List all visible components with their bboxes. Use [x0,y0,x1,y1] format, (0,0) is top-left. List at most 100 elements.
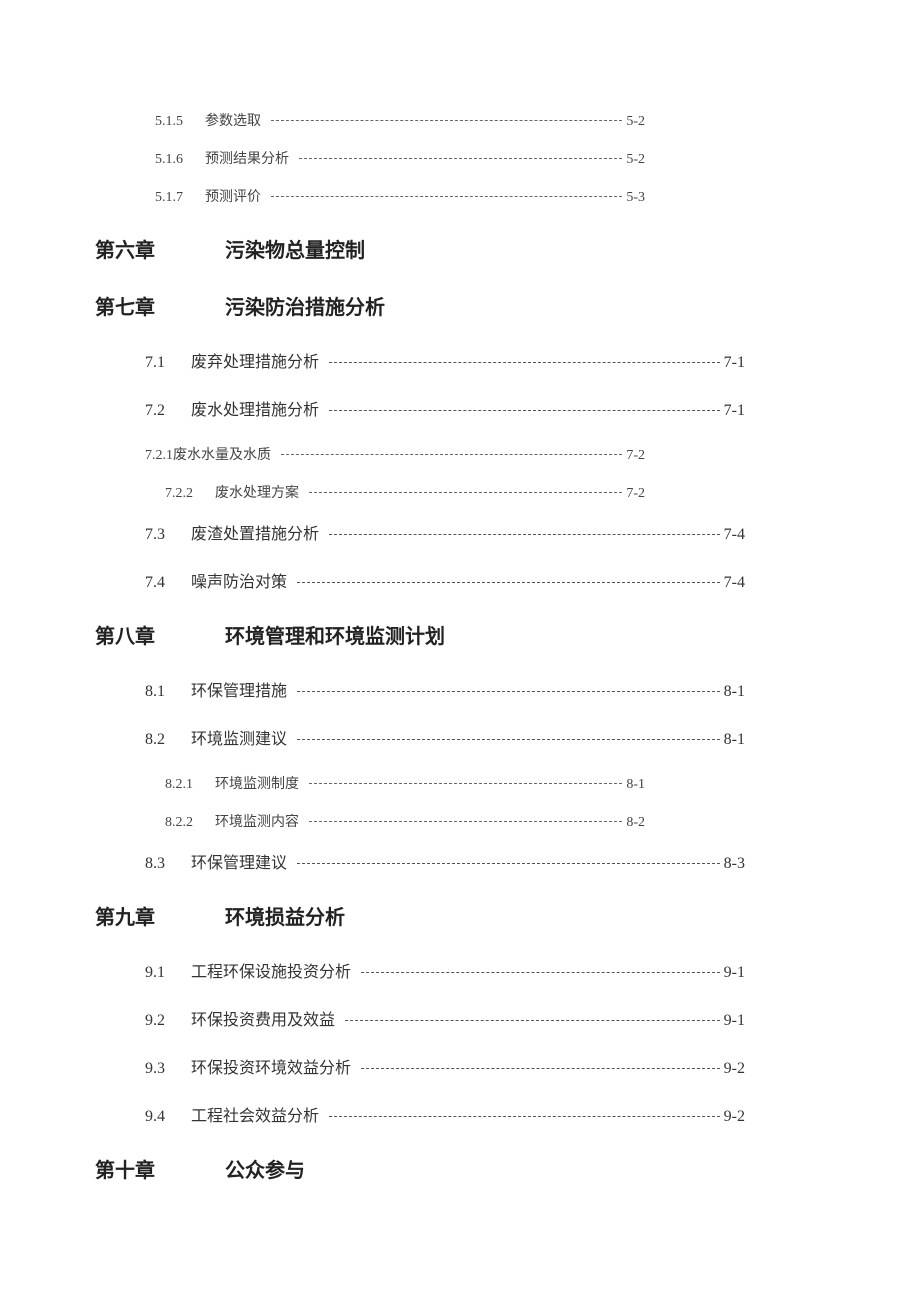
toc-page: 9-2 [724,1060,745,1078]
toc-num: 9.1 [145,964,191,982]
toc-title: 环保管理建议 [191,849,287,873]
toc-page: 8-1 [724,683,745,701]
toc-title: 废水处理措施分析 [191,396,319,420]
toc-num: 9.4 [145,1108,191,1126]
toc-page: 5-2 [626,114,645,130]
toc-chapter-num: 第六章 [95,234,225,263]
toc-content-3: 8.2.1 环境监测制度 8-1 8.2.2 环境监测内容 8-2 [95,773,825,831]
toc-leader [297,691,720,692]
toc-leader [345,1020,720,1021]
toc-content-wide: 7.1 废弃处理措施分析 7-1 7.2 废水处理措施分析 7-1 [95,348,825,420]
toc-item-5-1-6: 5.1.6 预测结果分析 5-2 [95,148,645,168]
toc-item-8-2: 8.2 环境监测建议 8-1 [95,725,745,749]
toc-item-5-1-5: 5.1.5 参数选取 5-2 [95,110,645,130]
toc-chapter-num: 第九章 [95,901,225,930]
toc-page: 8-3 [724,855,745,873]
toc-item-7-2-2: 7.2.2 废水处理方案 7-2 [95,482,645,502]
toc-page: 7-4 [724,574,745,592]
toc-page: 9-1 [724,964,745,982]
toc-item-9-4: 9.4 工程社会效益分析 9-2 [95,1102,745,1126]
toc-title: 环境监测制度 [215,773,299,793]
toc-item-8-2-1: 8.2.1 环境监测制度 8-1 [95,773,645,793]
toc-num: 8.3 [145,855,191,873]
toc-numtitle: 7.2.1废水水量及水质 [145,444,271,464]
toc-content-wide-3: 8.3 环保管理建议 8-3 第九章 环境损益分析 9.1 工程环保设施投资分析… [95,849,825,1183]
toc-content-2: 7.2.1废水水量及水质 7-2 7.2.2 废水处理方案 7-2 [95,444,825,502]
toc-item-7-4: 7.4 噪声防治对策 7-4 [95,568,745,592]
toc-title: 环境监测内容 [215,811,299,831]
toc-num: 9.2 [145,1012,191,1030]
toc-num: 7.2.2 [165,486,215,502]
toc-chapter-9: 第九章 环境损益分析 [95,901,745,930]
toc-leader [329,362,720,363]
toc-chapter-6: 第六章 污染物总量控制 [95,234,645,263]
toc-item-7-3: 7.3 废渣处置措施分析 7-4 [95,520,745,544]
toc-page: 5-2 [626,152,645,168]
toc-leader [361,972,720,973]
toc-leader [329,410,720,411]
toc-chapter-title: 公众参与 [225,1154,305,1183]
toc-item-8-2-2: 8.2.2 环境监测内容 8-2 [95,811,645,831]
toc-title: 废渣处置措施分析 [191,520,319,544]
toc-leader [281,454,622,455]
toc-leader [329,534,720,535]
toc-page: 7-1 [724,402,745,420]
toc-title: 环保投资费用及效益 [191,1006,335,1030]
toc-title: 环保投资环境效益分析 [191,1054,351,1078]
toc-leader [297,582,720,583]
toc-item-7-2: 7.2 废水处理措施分析 7-1 [95,396,745,420]
toc-title: 工程社会效益分析 [191,1102,319,1126]
toc-leader [309,821,622,822]
toc-page: 8-1 [626,777,645,793]
toc-leader [309,783,622,784]
toc-page: 7-2 [626,486,645,502]
toc-num: 7.1 [145,354,191,372]
toc-item-8-3: 8.3 环保管理建议 8-3 [95,849,745,873]
toc-leader [329,1116,720,1117]
toc-leader [299,158,622,159]
toc-leader [297,863,720,864]
toc-num: 8.1 [145,683,191,701]
toc-chapter-8: 第八章 环境管理和环境监测计划 [95,620,745,649]
toc-leader [271,120,622,121]
toc-chapter-7: 第七章 污染防治措施分析 [95,291,645,320]
toc-item-8-1: 8.1 环保管理措施 8-1 [95,677,745,701]
toc-item-7-2-1: 7.2.1废水水量及水质 7-2 [95,444,645,464]
toc-page: 9-1 [724,1012,745,1030]
toc-num: 8.2.2 [165,815,215,831]
toc-leader [297,739,720,740]
toc-title: 废弃处理措施分析 [191,348,319,372]
toc-chapter-title: 污染物总量控制 [225,234,365,263]
toc-chapter-num: 第十章 [95,1154,225,1183]
toc-page: 8-2 [626,815,645,831]
toc-num: 9.3 [145,1060,191,1078]
toc-title: 环境监测建议 [191,725,287,749]
toc-chapter-10: 第十章 公众参与 [95,1154,745,1183]
toc-content: 5.1.5 参数选取 5-2 5.1.6 预测结果分析 5-2 5.1.7 预测… [95,110,825,320]
toc-page: 5-3 [626,190,645,206]
toc-item-9-1: 9.1 工程环保设施投资分析 9-1 [95,958,745,982]
toc-num: 5.1.5 [155,114,205,130]
toc-page: 7-4 [724,526,745,544]
toc-title: 参数选取 [205,110,261,130]
toc-item-9-2: 9.2 环保投资费用及效益 9-1 [95,1006,745,1030]
toc-page: 8-1 [724,731,745,749]
toc-leader [309,492,622,493]
toc-item-7-1: 7.1 废弃处理措施分析 7-1 [95,348,745,372]
toc-content-wide-2: 7.3 废渣处置措施分析 7-4 7.4 噪声防治对策 7-4 第八章 环境管理… [95,520,825,749]
toc-chapter-title: 环境损益分析 [225,901,345,930]
toc-leader [361,1068,720,1069]
toc-chapter-num: 第八章 [95,620,225,649]
toc-title: 废水处理方案 [215,482,299,502]
toc-num: 7.3 [145,526,191,544]
toc-title: 工程环保设施投资分析 [191,958,351,982]
toc-num: 8.2 [145,731,191,749]
toc-page: 7-2 [626,448,645,464]
toc-chapter-num: 第七章 [95,291,225,320]
toc-num: 7.4 [145,574,191,592]
toc-chapter-title: 环境管理和环境监测计划 [225,620,445,649]
toc-title: 环保管理措施 [191,677,287,701]
toc-page: 9-2 [724,1108,745,1126]
toc-leader [271,196,622,197]
toc-item-5-1-7: 5.1.7 预测评价 5-3 [95,186,645,206]
